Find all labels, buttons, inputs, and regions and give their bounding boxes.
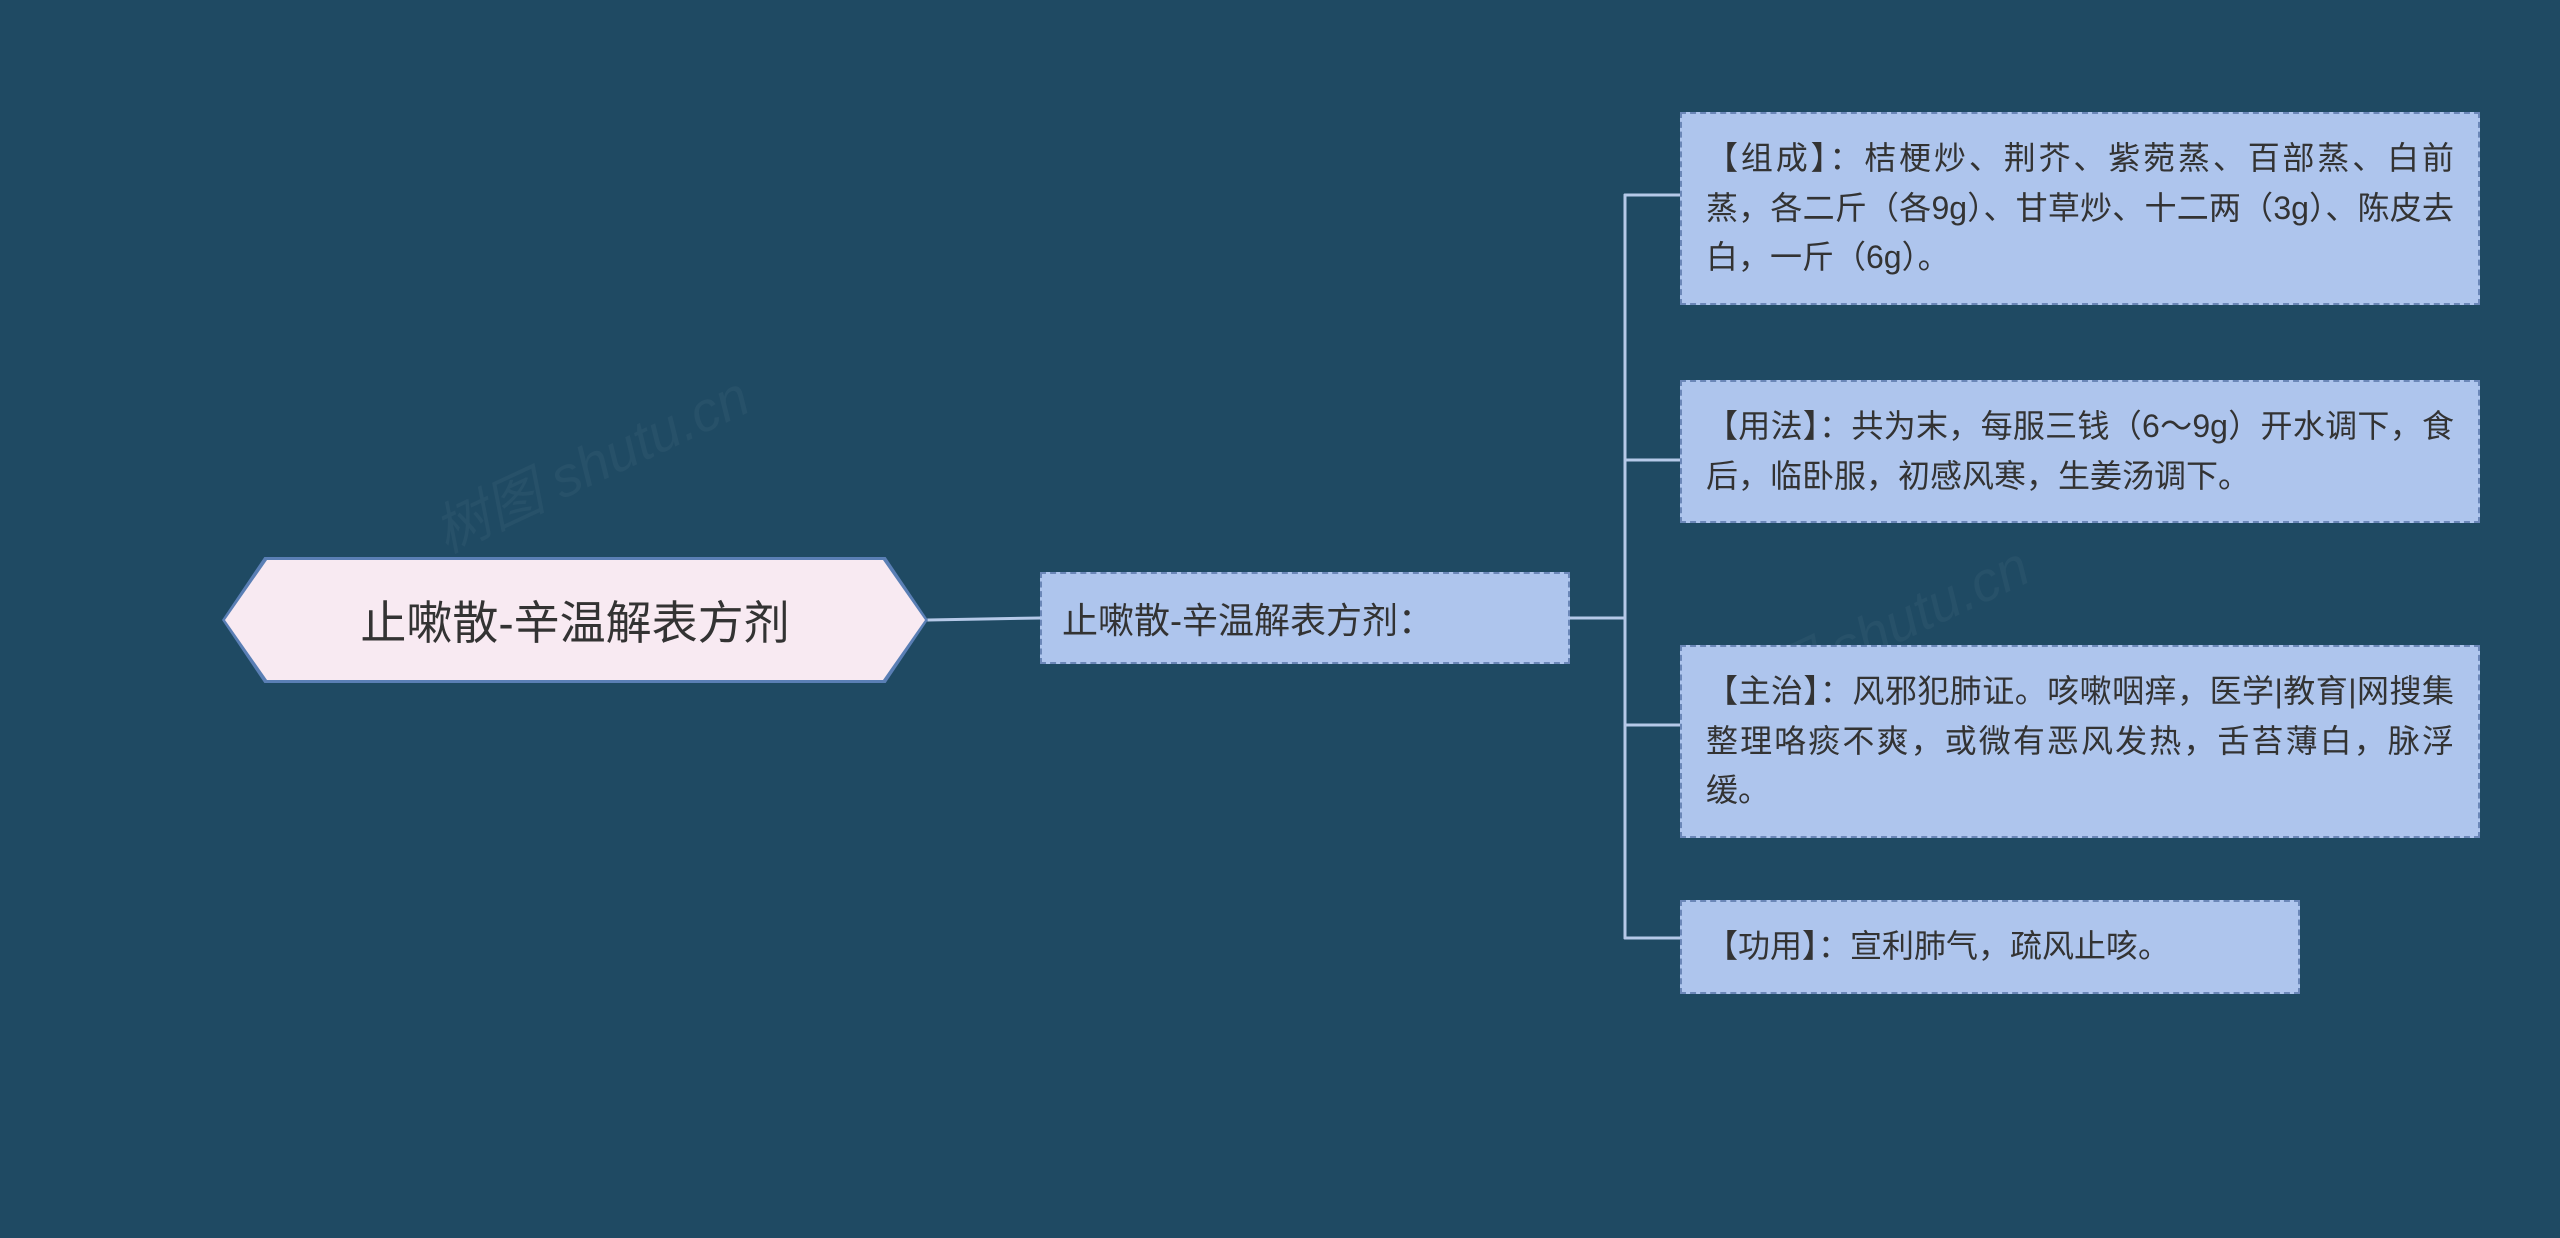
leaf-composition: 【组成】：桔梗炒、荆芥、紫菀蒸、百部蒸、白前蒸，各二斤（各9g）、甘草炒、十二两… (1680, 112, 2480, 305)
root-node: 止嗽散-辛温解表方剂 (225, 560, 925, 680)
level1-label: 止嗽散-辛温解表方剂： (1062, 592, 1434, 644)
mindmap-canvas: 树图 shutu.cn 树图 shutu.cn 止嗽散-辛温解表方剂 止嗽散-辛… (0, 0, 2560, 1238)
leaf-text: 【组成】：桔梗炒、荆芥、紫菀蒸、百部蒸、白前蒸，各二斤（各9g）、甘草炒、十二两… (1706, 140, 2454, 275)
leaf-action: 【功用】：宣利肺气，疏风止咳。 (1680, 900, 2300, 994)
leaf-text: 【功用】：宣利肺气，疏风止咳。 (1706, 928, 2170, 964)
leaf-text: 【用法】：共为末，每服三钱（6～9g）开水调下，食后，临卧服，初感风寒，生姜汤调… (1706, 408, 2454, 494)
watermark: 树图 shutu.cn (419, 352, 761, 569)
leaf-indication: 【主治】：风邪犯肺证。咳嗽咽痒，医学|教育|网搜集整理咯痰不爽，或微有恶风发热，… (1680, 645, 2480, 838)
leaf-text: 【主治】：风邪犯肺证。咳嗽咽痒，医学|教育|网搜集整理咯痰不爽，或微有恶风发热，… (1706, 673, 2454, 808)
leaf-usage: 【用法】：共为末，每服三钱（6～9g）开水调下，食后，临卧服，初感风寒，生姜汤调… (1680, 380, 2480, 523)
level1-node: 止嗽散-辛温解表方剂： (1040, 572, 1570, 664)
root-label: 止嗽散-辛温解表方剂 (360, 587, 789, 653)
